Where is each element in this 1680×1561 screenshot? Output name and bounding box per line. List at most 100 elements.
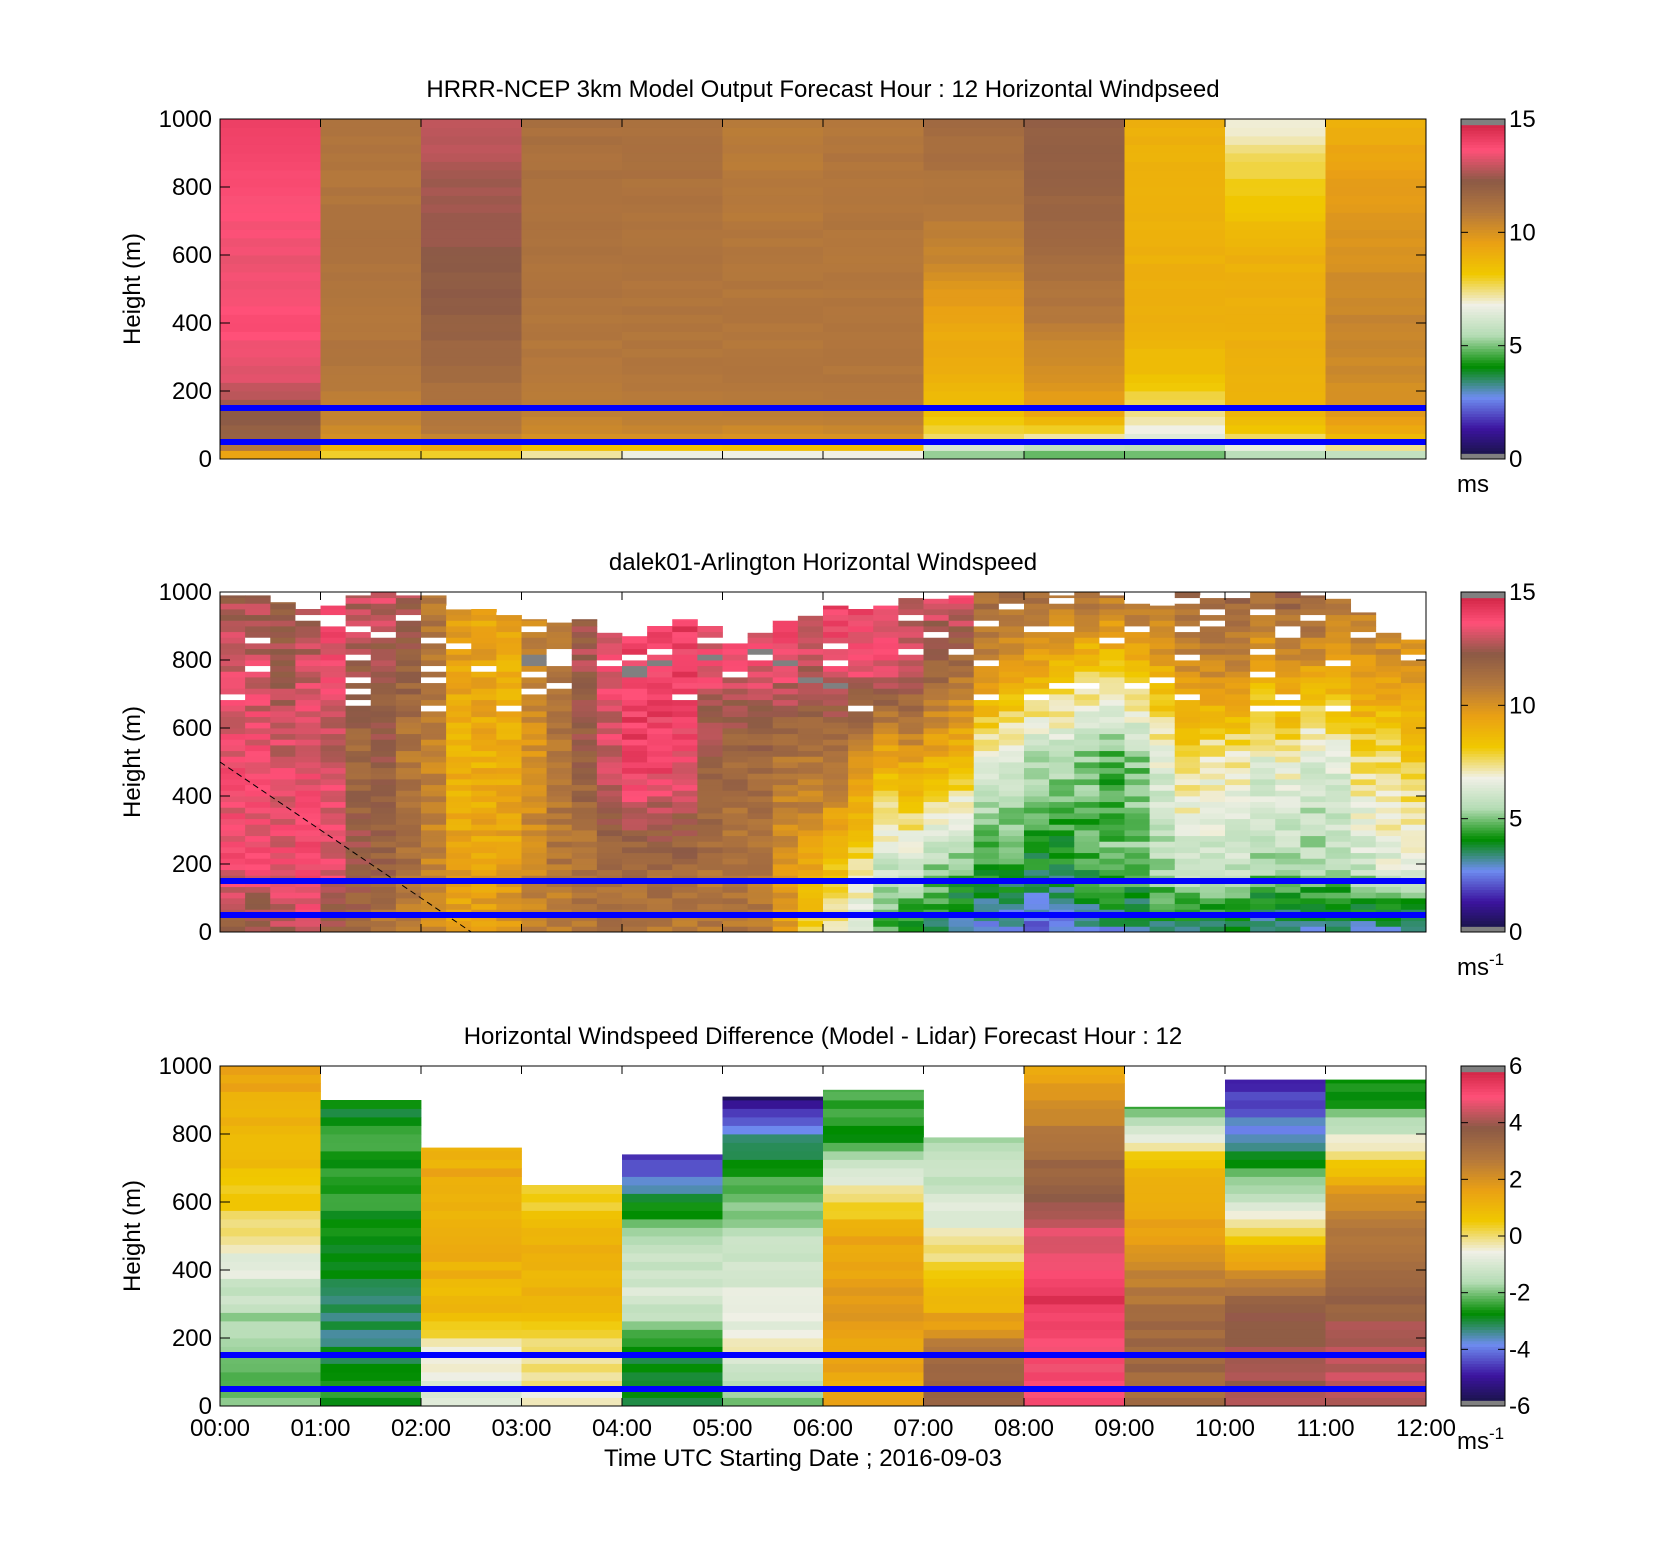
panel-lidar-cell <box>823 790 849 797</box>
panel-lidar-cell <box>973 796 1000 803</box>
panel-lidar-cell <box>446 841 472 848</box>
panel-lidar-cell <box>1099 847 1125 854</box>
panel-model-cell <box>823 314 924 324</box>
panel-difference-cell <box>421 1389 522 1398</box>
panel-lidar-cell <box>220 716 246 723</box>
panel-lidar-cell <box>797 688 824 695</box>
panel-lidar-cell <box>1074 705 1100 712</box>
panel-lidar-colorbar-cell <box>1461 745 1505 749</box>
panel-difference-cell <box>220 1312 321 1322</box>
panel-lidar-cell <box>596 881 623 888</box>
panel-difference-cell <box>521 1372 623 1381</box>
panel-lidar-cell <box>1024 677 1050 684</box>
panel-difference-colorbar-cell <box>1461 1349 1505 1353</box>
panel-lidar-cell <box>245 898 271 905</box>
panel-model-cell <box>722 391 824 400</box>
panel-model-cell <box>1325 289 1427 298</box>
panel-lidar-cell <box>446 835 472 842</box>
panel-lidar-cell <box>722 688 749 695</box>
panel-model-colorbar-cell <box>1461 433 1505 437</box>
panel-lidar-cell <box>270 688 296 695</box>
panel-lidar-cell <box>1024 654 1050 661</box>
x-tick-label: 01:00 <box>290 1415 350 1442</box>
panel-model-cell <box>421 136 522 145</box>
panel-model-cell <box>1024 399 1125 409</box>
panel-lidar-cell <box>1225 864 1251 871</box>
panel-lidar-cell <box>1350 716 1377 723</box>
panel-lidar-cell <box>220 750 246 757</box>
panel-lidar-cell <box>998 830 1025 837</box>
panel-lidar-cell <box>1375 881 1402 888</box>
panel-lidar-cell <box>1400 858 1427 865</box>
panel-lidar-cell <box>1275 818 1301 825</box>
panel-lidar-cell <box>1149 637 1176 644</box>
panel-lidar-cell <box>622 790 648 797</box>
panel-lidar-cell <box>571 869 598 876</box>
panel-lidar-cell <box>1300 915 1326 922</box>
panel-lidar-cell <box>1199 807 1226 814</box>
panel-model-cell <box>622 323 723 332</box>
panel-difference-cell <box>1024 1287 1125 1296</box>
panel-lidar-cell <box>772 767 799 774</box>
panel-difference-cell <box>1024 1253 1125 1262</box>
panel-difference-cell <box>220 1287 321 1296</box>
panel-lidar-cell <box>245 858 271 865</box>
panel-model-cell <box>823 297 924 307</box>
panel-model-colorbar-cell <box>1461 362 1505 366</box>
panel-lidar-cell <box>772 824 799 831</box>
panel-difference-cell <box>823 1142 924 1152</box>
panel-lidar-cell <box>395 671 422 678</box>
panel-lidar-colorbar-cell <box>1461 920 1505 924</box>
panel-difference-cell <box>320 1100 422 1109</box>
panel-lidar-cell <box>446 609 472 616</box>
panel-lidar-cell <box>622 716 648 723</box>
panel-difference-cell <box>320 1346 422 1356</box>
panel-lidar-cell <box>1149 841 1176 848</box>
panel-difference-cell <box>923 1321 1025 1330</box>
panel-difference-cell <box>722 1168 824 1177</box>
panel-difference-cell <box>320 1389 422 1398</box>
panel-lidar-cell <box>596 903 623 910</box>
panel-lidar-cell <box>1350 830 1377 837</box>
panel-lidar-cell <box>370 767 397 774</box>
panel-lidar-cell <box>1149 898 1176 905</box>
panel-lidar-cell <box>747 790 774 797</box>
panel-lidar-cell <box>848 858 874 865</box>
panel-lidar-cell <box>1275 733 1301 740</box>
panel-lidar-cell <box>848 796 874 803</box>
panel-lidar-cell <box>1350 694 1377 701</box>
panel-model-cell <box>923 272 1025 281</box>
panel-lidar-cell <box>647 790 673 797</box>
panel-difference-cell <box>320 1295 422 1305</box>
panel-lidar-cell <box>370 665 397 672</box>
panel-lidar-cell <box>220 756 246 763</box>
panel-lidar-cell <box>873 869 899 876</box>
panel-difference-cell <box>1225 1329 1326 1339</box>
panel-lidar-cell <box>446 654 472 661</box>
panel-difference-cell <box>622 1244 723 1254</box>
panel-lidar-cell <box>747 654 774 661</box>
panel-lidar-cell <box>370 648 397 655</box>
panel-lidar-cell <box>1300 699 1326 706</box>
panel-lidar-cell <box>1350 612 1377 616</box>
panel-lidar-cell <box>1074 813 1100 820</box>
panel-model-colorbar-cell <box>1461 226 1505 230</box>
panel-difference-cell <box>220 1168 321 1177</box>
panel-model-cell <box>421 433 522 443</box>
panel-lidar-cell <box>1400 671 1427 678</box>
panel-lidar-colorbar-cell <box>1461 739 1505 743</box>
panel-lidar-cell <box>245 671 271 678</box>
panel-lidar-cell <box>370 705 397 712</box>
panel-lidar-cell <box>1375 898 1402 905</box>
panel-lidar-cell <box>421 716 447 723</box>
panel-lidar-cell <box>345 847 372 854</box>
panel-lidar-cell <box>772 648 799 655</box>
panel-lidar-cell <box>245 745 271 752</box>
panel-lidar-cell <box>521 926 548 933</box>
panel-difference-cell <box>1325 1261 1427 1271</box>
panel-lidar-cell <box>345 824 372 831</box>
panel-lidar-cell <box>697 869 723 876</box>
panel-lidar-cell <box>370 756 397 763</box>
panel-lidar-cell <box>1325 915 1352 922</box>
panel-lidar-cell <box>1074 864 1100 871</box>
